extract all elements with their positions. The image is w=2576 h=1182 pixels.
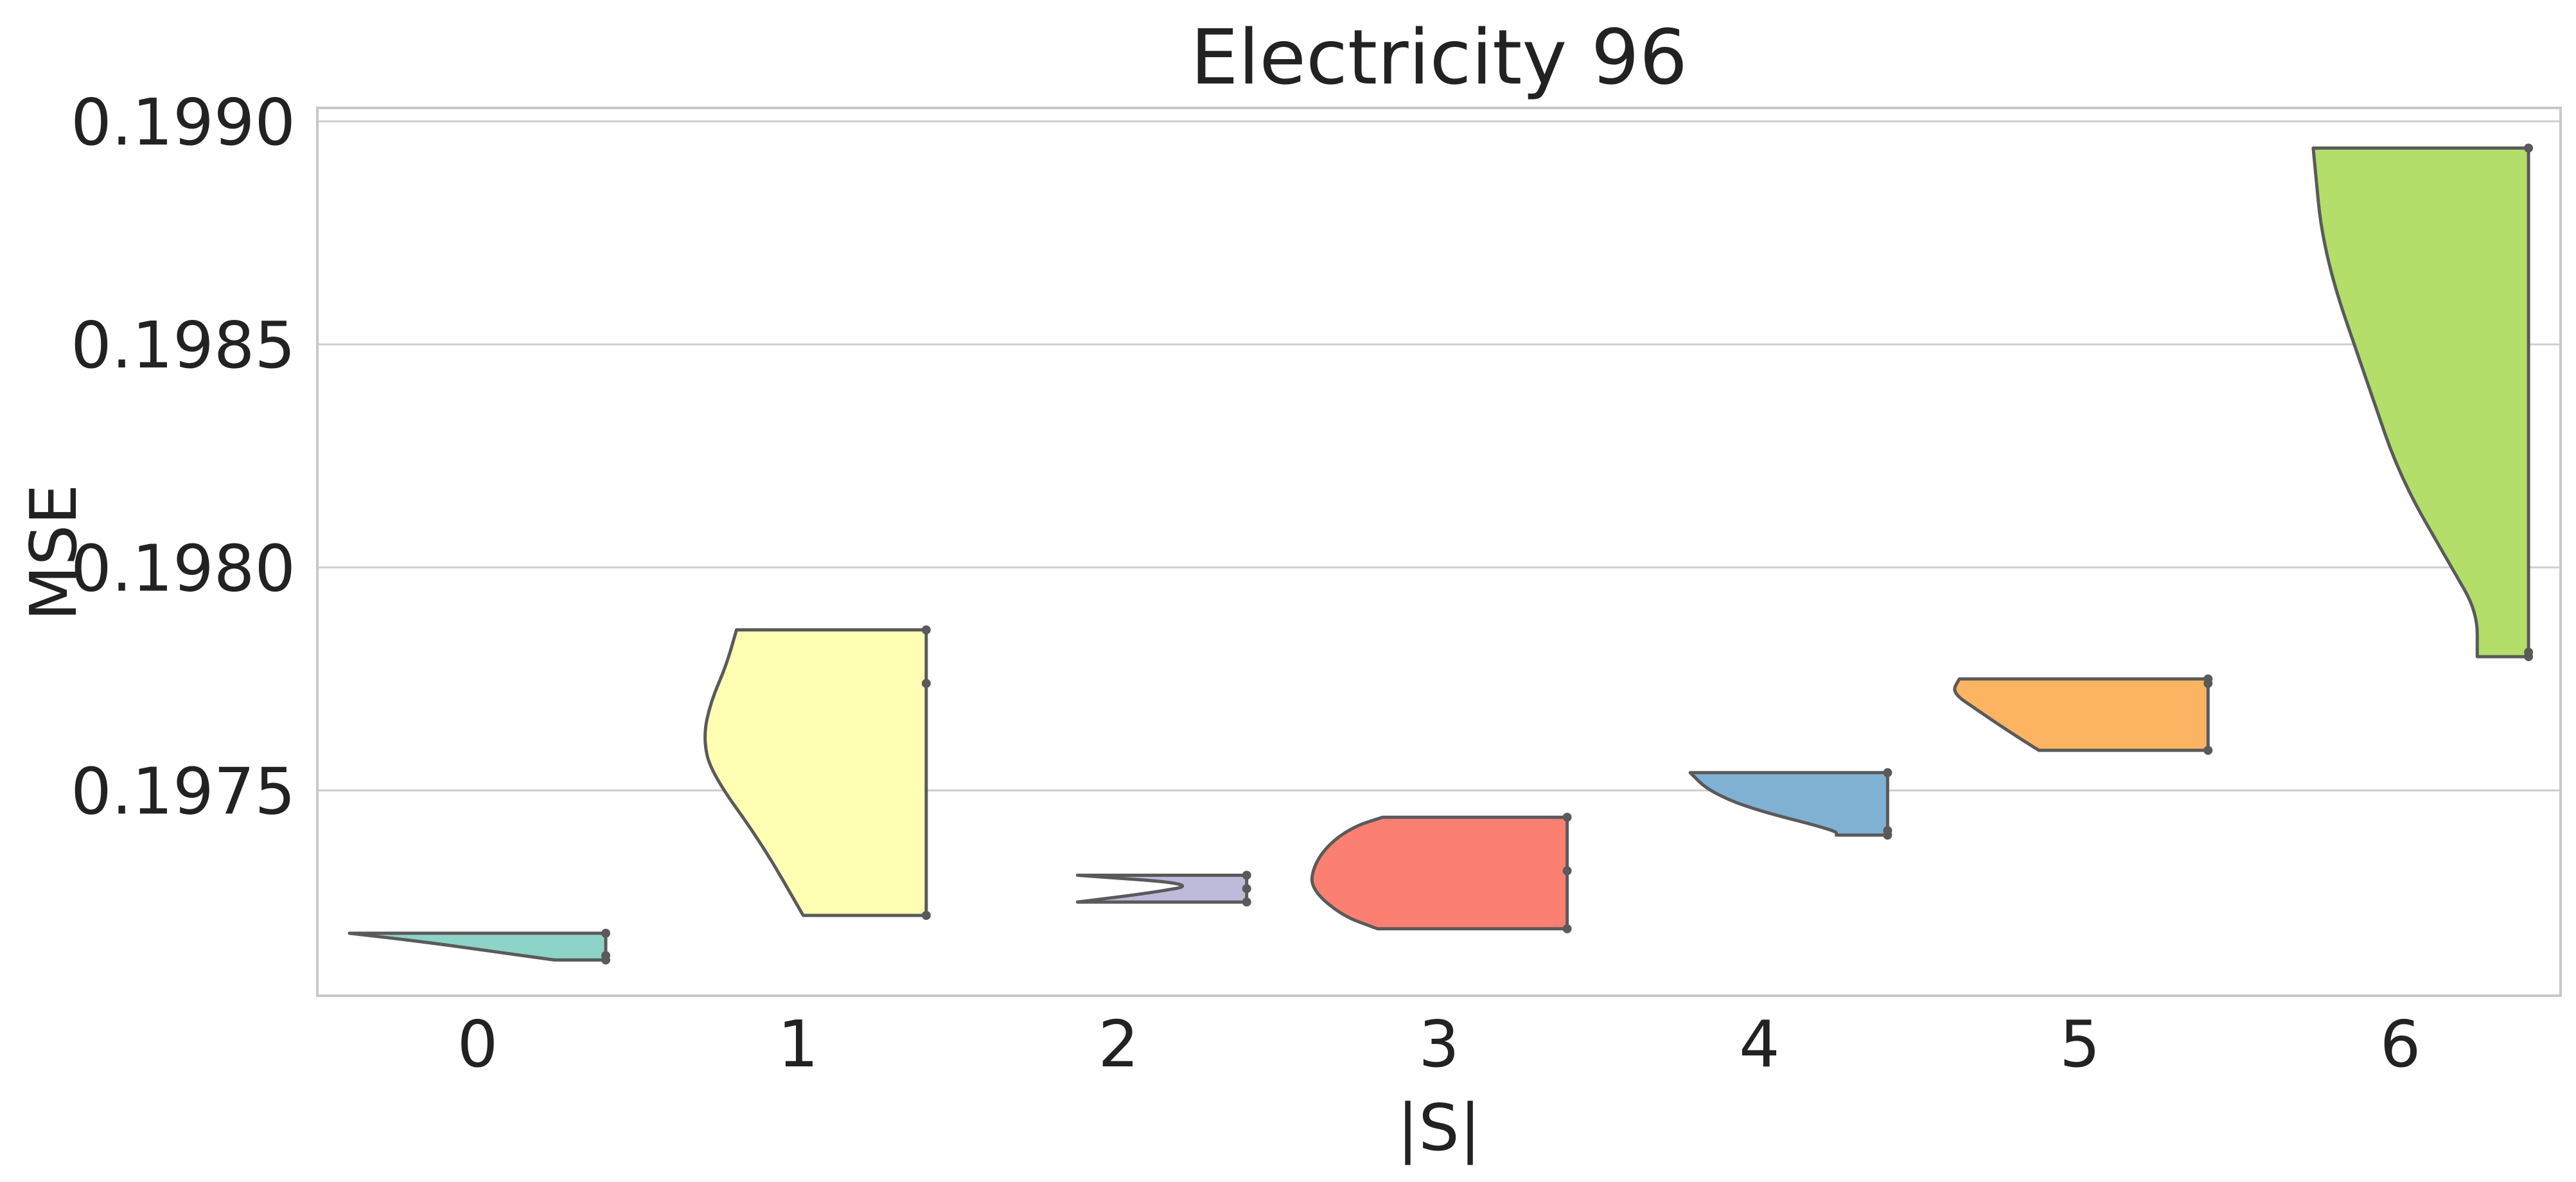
- x-tick-labels: 0 1 2 3 4 5 6: [457, 1007, 2421, 1082]
- violin-1: [703, 628, 928, 917]
- observation-point: [1242, 870, 1251, 880]
- observation-point: [1562, 866, 1572, 876]
- grid-lines: [317, 120, 2561, 792]
- y-tick-label: 0.1985: [71, 308, 296, 383]
- violin-0: [348, 931, 608, 962]
- violin-3: [1310, 815, 1569, 931]
- x-tick-label: 3: [1418, 1007, 1460, 1082]
- x-tick-label: 4: [1739, 1007, 1780, 1082]
- observation-point: [921, 625, 931, 635]
- observation-point: [1562, 924, 1572, 933]
- x-tick-label: 0: [457, 1007, 498, 1082]
- observation-point: [1242, 897, 1251, 907]
- observation-point: [1562, 813, 1572, 822]
- x-tick-label: 6: [2380, 1007, 2421, 1082]
- x-tick-label: 5: [2060, 1007, 2101, 1082]
- x-tick-label: 1: [777, 1007, 818, 1082]
- x-axis-label: |S|: [1397, 1090, 1481, 1165]
- y-tick-label: 0.1980: [71, 531, 296, 606]
- observation-point: [601, 928, 610, 938]
- violin-4: [1688, 771, 1889, 837]
- violin-5: [1953, 677, 2210, 752]
- observation-point: [1883, 768, 1892, 777]
- y-tick-label: 0.1975: [71, 754, 296, 829]
- y-tick-label: 0.1990: [71, 85, 296, 160]
- observation-point: [2524, 648, 2534, 657]
- violin-6: [2311, 146, 2530, 658]
- observation-point: [2524, 143, 2534, 153]
- observation-point: [2203, 746, 2213, 755]
- observation-point: [601, 951, 610, 960]
- x-tick-label: 2: [1098, 1007, 1139, 1082]
- chart-title: Electricity 96: [1190, 13, 1688, 101]
- y-axis-label: MSE: [16, 484, 91, 621]
- y-tick-labels: 0.1975 0.1980 0.1985 0.1990: [71, 85, 296, 829]
- observation-point: [1883, 826, 1892, 836]
- plot-frame: [316, 107, 2562, 997]
- violins: [348, 143, 2534, 965]
- violin-2: [1075, 874, 1249, 904]
- observation-point: [921, 678, 931, 688]
- observation-point: [2203, 674, 2213, 684]
- observation-point: [1242, 884, 1251, 894]
- observation-point: [921, 910, 931, 920]
